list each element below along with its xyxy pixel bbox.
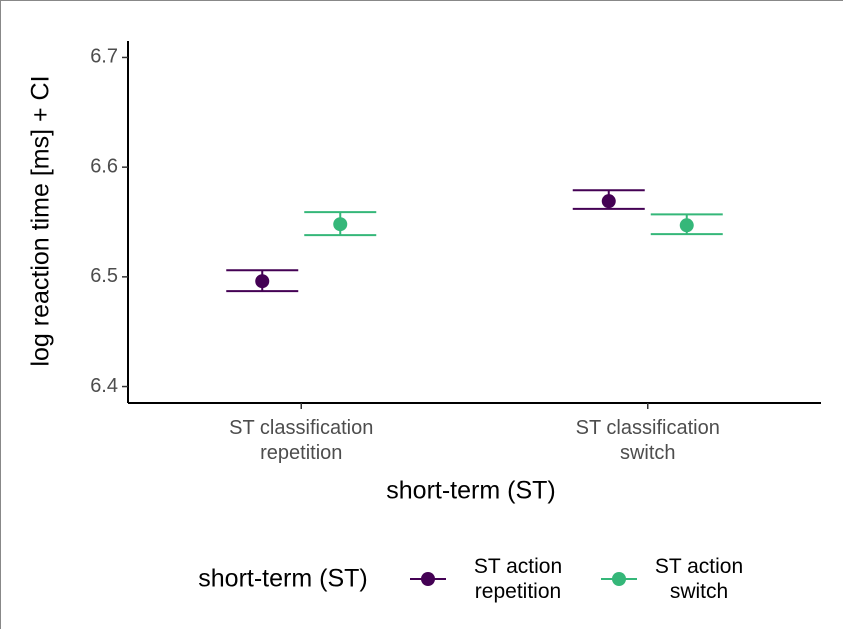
point <box>333 217 348 232</box>
point <box>601 194 616 209</box>
y-tick-label: 6.5 <box>90 265 118 287</box>
legend-label: ST action repetition <box>473 555 563 603</box>
point <box>255 274 270 289</box>
legend-label: ST action switch <box>654 555 744 603</box>
y-tick-label: 6.4 <box>90 375 118 397</box>
x-tick-label: ST classification repetition <box>229 417 374 464</box>
legend-key-point <box>421 572 435 586</box>
y-tick-label: 6.7 <box>90 46 118 68</box>
x-tick-label: ST classification switch <box>575 417 720 464</box>
y-tick-label: 6.6 <box>90 155 118 177</box>
legend-title: short-term (ST) <box>198 564 368 593</box>
legend-key-point <box>612 572 626 586</box>
point <box>679 218 694 233</box>
x-axis-title: short-term (ST) <box>386 476 556 505</box>
y-axis-title: log reaction time [ms] + CI <box>26 75 55 367</box>
